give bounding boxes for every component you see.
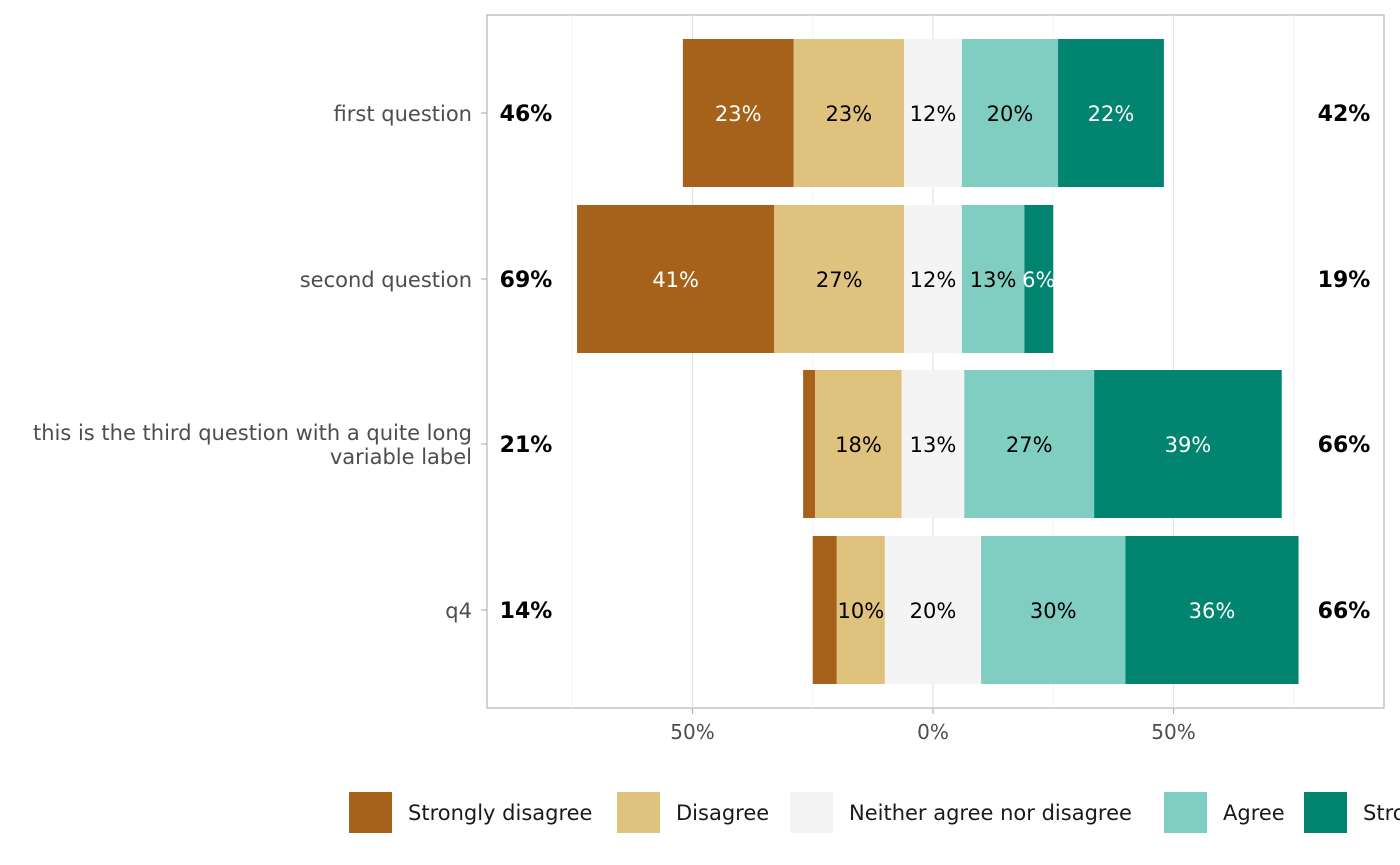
segment-label: 20% xyxy=(910,599,957,623)
bar-segment-disagree xyxy=(836,536,885,684)
segment-label: 39% xyxy=(1165,433,1212,457)
legend-key xyxy=(790,792,833,833)
segment-label: 23% xyxy=(825,102,872,126)
bar-segment-strongly-disagree xyxy=(577,205,775,353)
segment-label: 6% xyxy=(1022,268,1055,292)
left-total-label: 69% xyxy=(500,268,553,293)
segment-label: 36% xyxy=(1189,599,1236,623)
y-axis-labels: first question second question this is the… xyxy=(33,102,487,623)
y-axis-label: this is the third question with a quite … xyxy=(33,421,472,469)
right-total-label: 66% xyxy=(1318,433,1371,458)
bar-segment-agree xyxy=(961,39,1059,187)
bar-segment-agree xyxy=(964,370,1095,518)
segment-label: 27% xyxy=(1006,433,1053,457)
legend-label: Strongly agree xyxy=(1363,801,1400,825)
x-tick-label: 50% xyxy=(670,720,714,744)
bar-segment-agree xyxy=(981,536,1126,684)
bar-segment-neither-agree-nor-disagree xyxy=(904,39,962,187)
bar-segment-strongly-disagree xyxy=(803,370,816,518)
bar-segment-disagree xyxy=(774,205,905,353)
legend-label: Disagree xyxy=(676,801,769,825)
segment-label: 20% xyxy=(987,102,1034,126)
bar-segment-strongly-agree xyxy=(1024,205,1054,353)
segment-label: 30% xyxy=(1030,599,1077,623)
segment-label: 18% xyxy=(835,433,882,457)
segment-labels: 23% 23% 12% 20% 22%41% 27% 12% 13% 6%18% 13% 27% 39… xyxy=(652,102,1235,623)
right-total-label: 19% xyxy=(1318,268,1371,293)
x-tick-label: 50% xyxy=(1151,720,1195,744)
legend-key xyxy=(617,792,660,833)
segment-label: 10% xyxy=(838,599,885,623)
segment-label: 41% xyxy=(652,268,699,292)
bar-segment-strongly-disagree xyxy=(682,39,794,187)
total-labels: 46% 42% 69% 19% 21% 66% 14% 66% xyxy=(500,102,1371,624)
y-axis-label: second question xyxy=(300,268,472,292)
segment-label: 23% xyxy=(715,102,762,126)
bar-segment-neither-agree-nor-disagree xyxy=(884,536,982,684)
segment-label: 13% xyxy=(970,268,1017,292)
bar-segment-strongly-agree xyxy=(1125,536,1299,684)
bar-segment-strongly-agree xyxy=(1094,370,1282,518)
segment-label: 13% xyxy=(910,433,957,457)
bar-segment-strongly-disagree xyxy=(812,536,837,684)
legend-label: Agree xyxy=(1223,801,1285,825)
legend-key xyxy=(349,792,392,833)
segment-label: 22% xyxy=(1088,102,1135,126)
bar-segment-neither-agree-nor-disagree xyxy=(904,205,962,353)
left-total-label: 46% xyxy=(500,102,553,127)
segment-label: 12% xyxy=(910,102,957,126)
left-total-label: 14% xyxy=(500,599,553,624)
right-total-label: 42% xyxy=(1318,102,1371,127)
y-axis-label: first question xyxy=(334,102,472,126)
segment-label: 27% xyxy=(816,268,863,292)
bar-segment-disagree xyxy=(793,39,905,187)
x-axis-ticks: 50% 0% 50% xyxy=(670,708,1196,744)
bars xyxy=(577,39,1299,684)
legend-label: Neither agree nor disagree xyxy=(849,801,1132,825)
bar-segment-disagree xyxy=(815,370,902,518)
legend-key xyxy=(1304,792,1347,833)
segment-label: 12% xyxy=(910,268,957,292)
x-tick-label: 0% xyxy=(917,720,949,744)
y-axis-label: q4 xyxy=(445,599,472,623)
legend-key xyxy=(1164,792,1207,833)
left-total-label: 21% xyxy=(500,433,553,458)
bar-segment-agree xyxy=(961,205,1025,353)
legend: Strongly disagree Disagree Neither agree n… xyxy=(349,792,1400,833)
right-total-label: 66% xyxy=(1318,599,1371,624)
legend-label: Strongly disagree xyxy=(408,801,592,825)
bar-segment-strongly-agree xyxy=(1058,39,1164,187)
bar-segment-neither-agree-nor-disagree xyxy=(901,370,965,518)
